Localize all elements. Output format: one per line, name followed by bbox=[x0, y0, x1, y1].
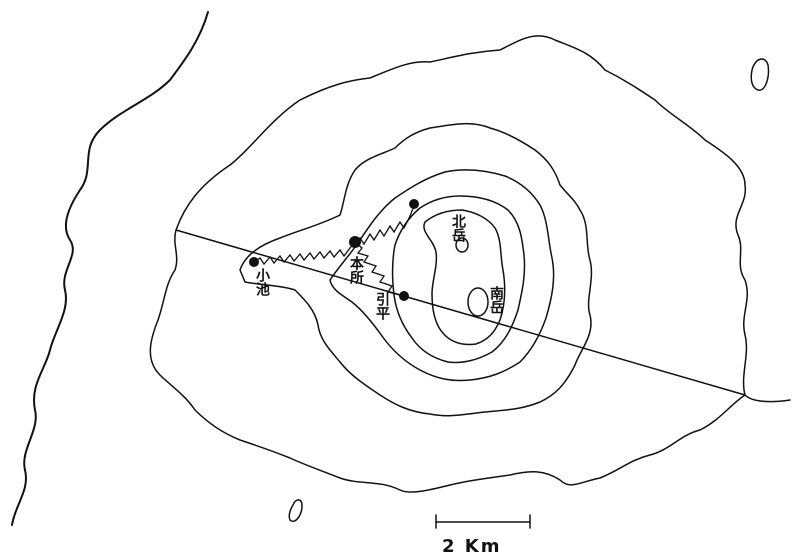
route-honsho-north bbox=[354, 205, 415, 246]
islet-south bbox=[288, 499, 303, 522]
label-hikihira: 引平 bbox=[374, 292, 390, 321]
label-minamidake: 南岳 bbox=[488, 285, 504, 315]
kitadake-crater bbox=[455, 237, 469, 253]
contour-3 bbox=[391, 195, 526, 364]
scale-bar: 2 Km bbox=[435, 514, 531, 557]
label-koike: 小池 bbox=[254, 268, 270, 297]
station-koike bbox=[249, 257, 259, 267]
minamidake-crater bbox=[467, 287, 489, 317]
label-honsho: 本所 bbox=[348, 255, 364, 285]
route-honsho-hikihira bbox=[354, 241, 405, 297]
islet-northeast bbox=[750, 58, 770, 91]
station-honsho bbox=[349, 236, 361, 248]
contour-4 bbox=[423, 209, 506, 346]
coastline-left bbox=[11, 11, 209, 526]
contour-2 bbox=[329, 169, 555, 382]
scale-label: 2 Km bbox=[442, 536, 502, 557]
station-north bbox=[409, 199, 419, 209]
route-koike-honsho bbox=[253, 241, 356, 266]
island-outline bbox=[149, 35, 791, 493]
label-kitadake: 北岳 bbox=[450, 214, 466, 243]
contour-1 bbox=[239, 122, 593, 417]
station-hikihira bbox=[399, 291, 409, 301]
